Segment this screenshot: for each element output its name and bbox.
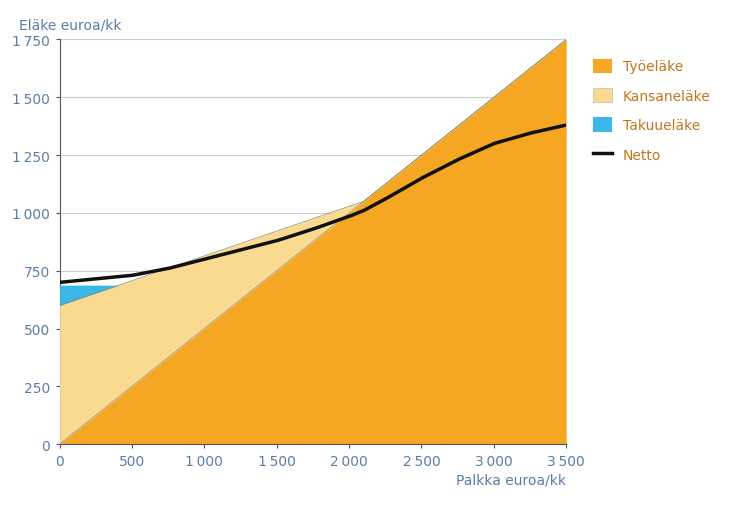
Legend: Työeläke, Kansaneläke, Takuueläke, Netto: Työeläke, Kansaneläke, Takuueläke, Netto [589,56,715,167]
Text: Eläke euroa/kk: Eläke euroa/kk [19,18,121,32]
Text: Palkka euroa/kk: Palkka euroa/kk [456,473,566,487]
